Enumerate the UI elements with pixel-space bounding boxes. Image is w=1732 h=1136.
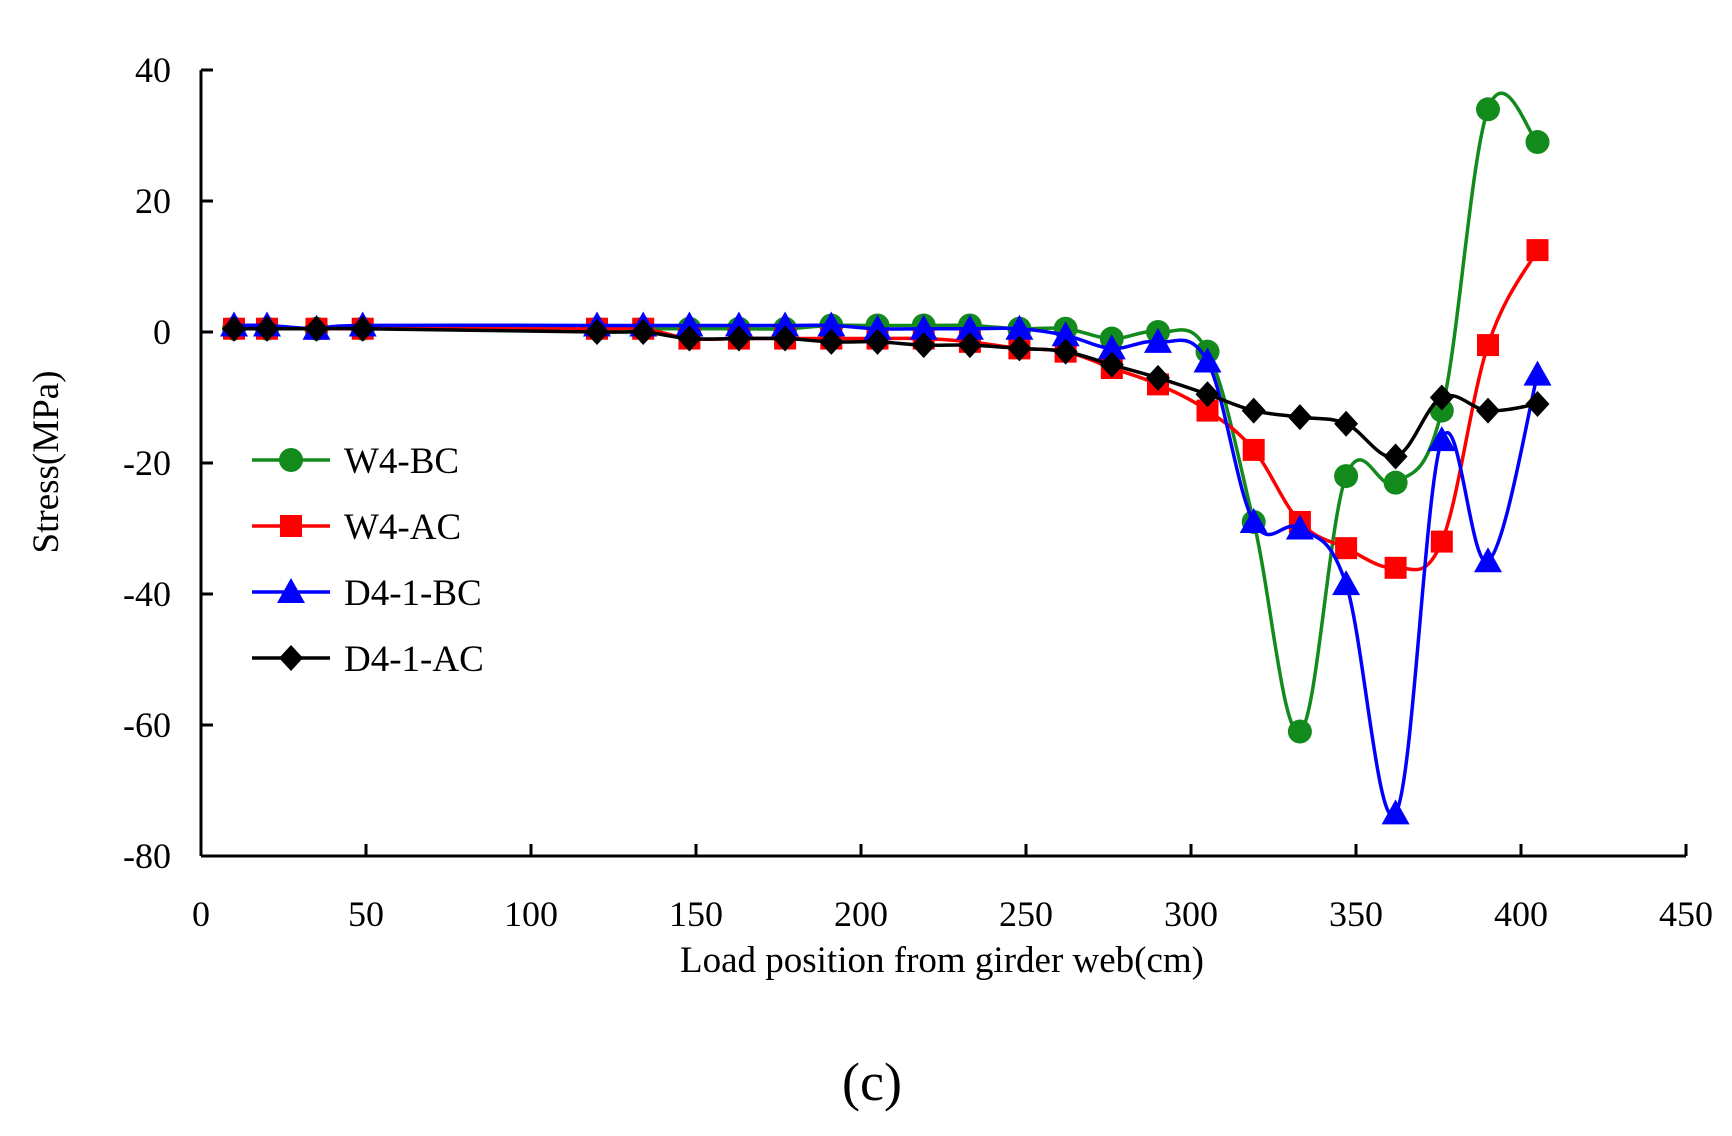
data-point-d4-1-bc xyxy=(1381,799,1410,825)
series-d4-1-ac xyxy=(222,315,1550,470)
data-point-d4-1-ac xyxy=(350,315,375,342)
data-point-d4-1-bc xyxy=(675,311,704,337)
legend-marker xyxy=(277,578,305,603)
data-point-d4-1-bc xyxy=(1144,327,1172,353)
data-point-d4-1-ac xyxy=(1383,443,1408,470)
legend-label: W4-BC xyxy=(344,441,459,482)
x-tick-label: 450 xyxy=(1659,894,1713,934)
data-point-d4-1-bc xyxy=(724,311,753,337)
series-line-d4-1-bc xyxy=(233,323,1540,818)
data-point-w4-ac xyxy=(1430,530,1453,553)
legend-label: D4-1-BC xyxy=(344,573,482,614)
data-point-d4-1-ac xyxy=(1007,335,1032,362)
y-tick-label: 20 xyxy=(135,181,171,221)
y-tick-label: 0 xyxy=(153,312,171,352)
data-point-w4-ac xyxy=(1526,239,1549,262)
data-point-d4-1-ac xyxy=(255,315,279,342)
data-point-d4-1-ac xyxy=(911,332,936,359)
data-point-d4-1-ac xyxy=(1053,338,1078,365)
data-point-w4-ac xyxy=(1196,399,1219,422)
legend-marker xyxy=(279,448,303,472)
data-point-w4-ac xyxy=(1335,537,1358,560)
data-point-d4-1-ac xyxy=(1287,404,1312,431)
legend-label: D4-1-AC xyxy=(344,639,484,680)
data-point-d4-1-ac xyxy=(222,315,246,342)
data-point-w4-bc xyxy=(1525,130,1550,155)
x-tick-label: 50 xyxy=(348,894,384,934)
data-point-d4-1-ac xyxy=(1241,397,1266,424)
data-point-d4-1-ac xyxy=(1195,381,1220,408)
data-point-d4-1-ac xyxy=(631,319,656,345)
x-tick-label: 250 xyxy=(999,894,1053,934)
y-tick-label: -40 xyxy=(123,574,171,614)
data-point-d4-1-ac xyxy=(726,325,751,352)
data-point-d4-1-ac xyxy=(677,325,702,352)
data-point-w4-ac xyxy=(1242,438,1265,461)
x-tick-label: 0 xyxy=(192,894,210,934)
y-axis: 40 20 0 -20 -40 -60 -80 xyxy=(123,50,213,876)
x-tick-label: 150 xyxy=(669,894,723,934)
data-point-d4-1-bc xyxy=(817,311,846,337)
data-point-d4-1-bc xyxy=(1051,321,1080,347)
data-point-d4-1-ac xyxy=(1525,391,1550,418)
y-axis-title: Stress(MPa) xyxy=(26,371,67,554)
x-axis-title: Load position from girder web(cm) xyxy=(680,940,1204,981)
legend-item-d4-1-bc: D4-1-BC xyxy=(252,573,482,614)
data-point-w4-bc xyxy=(1287,719,1312,744)
data-point-d4-1-bc xyxy=(1239,507,1268,533)
y-tick-label: -60 xyxy=(123,705,171,745)
y-tick-label: 40 xyxy=(135,50,171,90)
y-tick-label: -20 xyxy=(123,443,171,483)
legend-item-d4-1-ac: D4-1-AC xyxy=(252,639,484,680)
data-point-d4-1-ac xyxy=(773,325,798,352)
data-point-d4-1-ac xyxy=(1334,410,1359,437)
data-point-d4-1-ac xyxy=(1146,364,1170,391)
legend-item-w4-ac: W4-AC xyxy=(252,507,461,548)
x-tick-label: 200 xyxy=(834,894,888,934)
data-point-d4-1-bc xyxy=(1193,347,1222,373)
data-point-d4-1-bc xyxy=(771,311,800,337)
data-point-d4-1-bc xyxy=(1285,514,1314,540)
series-line-w4-bc xyxy=(233,91,1539,734)
series-layer xyxy=(220,91,1552,825)
y-tick-label: -80 xyxy=(123,836,171,876)
data-point-d4-1-bc xyxy=(863,314,892,340)
legend-item-w4-bc: W4-BC xyxy=(252,441,459,482)
data-point-d4-1-ac xyxy=(1476,397,1500,424)
data-point-d4-1-ac xyxy=(957,332,982,359)
data-point-d4-1-ac xyxy=(1099,351,1124,378)
data-point-d4-1-ac xyxy=(304,315,329,342)
data-point-d4-1-bc xyxy=(1005,314,1034,340)
figure-caption: (c) xyxy=(842,1052,902,1112)
x-tick-label: 300 xyxy=(1164,894,1218,934)
legend-label: W4-AC xyxy=(344,507,461,548)
data-point-d4-1-ac xyxy=(585,319,609,345)
series-d4-1-bc xyxy=(220,311,1552,825)
data-point-d4-1-bc xyxy=(909,314,938,340)
data-point-d4-1-bc xyxy=(1523,360,1552,386)
data-point-d4-1-bc xyxy=(1097,334,1126,360)
legend: W4-BC W4-AC D4-1-BC D4-1-AC xyxy=(252,441,484,680)
x-tick-label: 100 xyxy=(504,894,558,934)
x-tick-label: 350 xyxy=(1329,894,1383,934)
data-point-d4-1-ac xyxy=(865,328,890,355)
data-point-w4-ac xyxy=(1384,556,1407,579)
data-point-w4-ac xyxy=(1477,334,1499,357)
legend-marker xyxy=(279,645,303,671)
data-point-d4-1-bc xyxy=(1427,426,1456,452)
data-point-w4-bc xyxy=(1476,97,1500,122)
data-point-w4-bc xyxy=(1334,464,1359,489)
data-point-d4-1-ac xyxy=(1429,384,1454,411)
data-point-d4-1-bc xyxy=(955,314,984,340)
legend-marker xyxy=(280,515,302,537)
data-point-d4-1-bc xyxy=(1474,547,1502,573)
data-point-d4-1-bc xyxy=(1332,570,1361,596)
x-tick-label: 400 xyxy=(1494,894,1548,934)
data-point-d4-1-ac xyxy=(819,328,844,355)
data-point-w4-bc xyxy=(1383,470,1408,495)
x-axis: 0 50 100 150 200 250 300 350 400 450 xyxy=(192,844,1713,934)
